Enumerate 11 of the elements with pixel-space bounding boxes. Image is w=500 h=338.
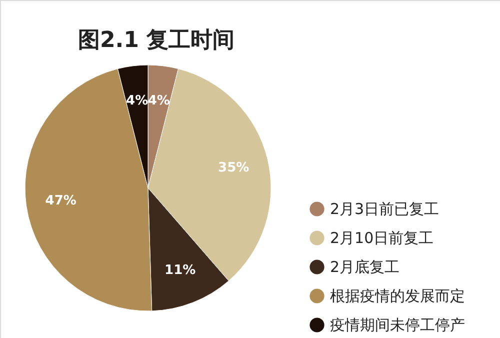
- data-label: 35%: [218, 160, 250, 176]
- legend-label: 根据疫情的发展而定: [330, 287, 465, 305]
- data-label: 11%: [164, 262, 196, 278]
- data-label: 4%: [126, 94, 148, 109]
- legend-label: 2月底复工: [330, 258, 400, 276]
- data-label: 4%: [148, 94, 170, 109]
- legend-label: 2月3日前已复工: [330, 200, 440, 218]
- data-label: 47%: [45, 193, 76, 208]
- legend-label: 疫情期间未停工停产: [330, 316, 465, 334]
- chart-title: 图2.1 复工时间: [78, 28, 235, 53]
- legend-label: 2月10日前复工: [330, 229, 434, 247]
